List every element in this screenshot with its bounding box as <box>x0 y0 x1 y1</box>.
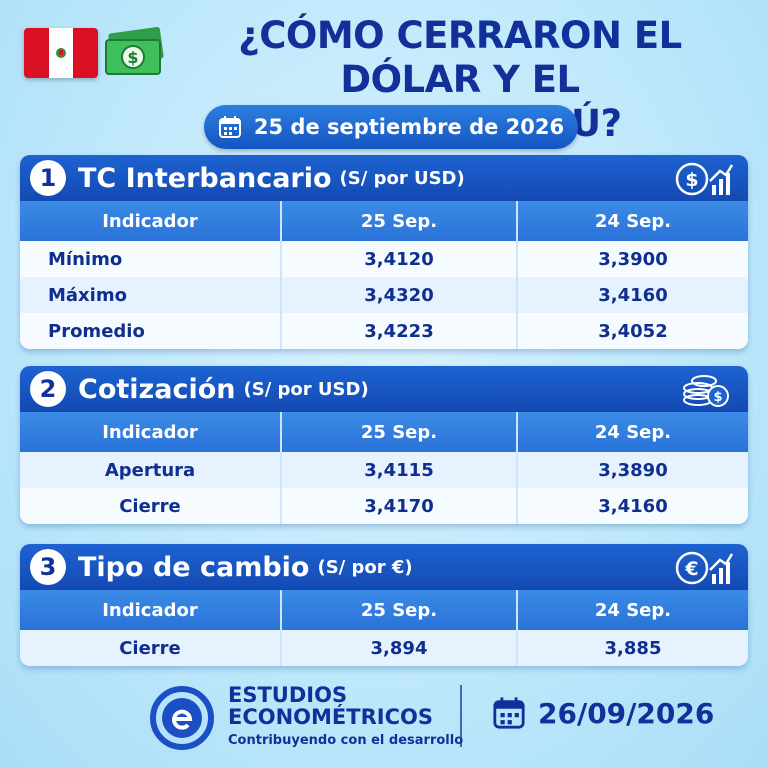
table-row: Máximo 3,4320 3,4160 <box>20 277 748 313</box>
section-unit: (S/ por €) <box>317 556 413 578</box>
row-label: Apertura <box>20 452 281 488</box>
col-header-yesterday: 24 Sep. <box>516 590 748 630</box>
interbancario-table: Indicador 25 Sep. 24 Sep. Mínimo 3,4120 … <box>20 201 748 349</box>
col-header-yesterday: 24 Sep. <box>516 412 748 452</box>
section-number: 3 <box>30 549 66 585</box>
section-number: 1 <box>30 160 66 196</box>
section-title: Tipo de cambio <box>78 551 310 583</box>
col-header-today: 25 Sep. <box>280 201 517 241</box>
row-label: Máximo <box>20 277 281 313</box>
tipo-cambio-table: Indicador 25 Sep. 24 Sep. Cierre 3,894 3… <box>20 590 748 666</box>
row-label: Promedio <box>20 313 281 349</box>
svg-text:$: $ <box>685 169 698 191</box>
row-value-today: 3,894 <box>280 630 517 666</box>
row-value-today: 3,4170 <box>280 488 517 524</box>
table-row: Apertura 3,4115 3,3890 <box>20 452 748 488</box>
row-label: Cierre <box>20 630 281 666</box>
col-header-today: 25 Sep. <box>280 412 517 452</box>
section-title: TC Interbancario <box>78 162 332 194</box>
row-value-yesterday: 3,4052 <box>516 313 748 349</box>
section-header: 1 TC Interbancario (S/ por USD) $ <box>20 155 748 201</box>
svg-text:$: $ <box>127 48 138 67</box>
title-line-1: ¿CÓMO CERRARON EL DÓLAR Y EL <box>238 14 682 101</box>
svg-text:$: $ <box>713 390 722 405</box>
row-value-today: 3,4320 <box>280 277 517 313</box>
row-value-today: 3,4223 <box>280 313 517 349</box>
section-title: Cotización <box>78 373 236 405</box>
col-header-indicator: Indicador <box>20 412 281 452</box>
cotizacion-table: Indicador 25 Sep. 24 Sep. Apertura 3,411… <box>20 412 748 524</box>
row-value-yesterday: 3,4160 <box>516 277 748 313</box>
row-value-yesterday: 3,3890 <box>516 452 748 488</box>
table-row: Promedio 3,4223 3,4052 <box>20 313 748 349</box>
euro-chart-icon: € <box>675 551 734 585</box>
col-header-indicator: Indicador <box>20 201 281 241</box>
coins-icon: $ <box>683 375 729 407</box>
peru-flag-icon <box>24 28 98 78</box>
row-label: Mínimo <box>20 241 281 277</box>
money-icon: $ <box>105 26 164 75</box>
calendar-icon <box>218 116 241 138</box>
estudios-econometricos-logo <box>150 686 214 750</box>
section-tipo-cambio: 3 Tipo de cambio (S/ por €) € Indicador … <box>20 544 748 666</box>
table-row: Cierre 3,4170 3,4160 <box>20 488 748 524</box>
dollar-chart-icon: $ <box>675 162 734 196</box>
section-unit: (S/ por USD) <box>243 378 369 400</box>
table-row: Cierre 3,894 3,885 <box>20 630 748 666</box>
row-value-today: 3,4120 <box>280 241 517 277</box>
brand-tagline: Contribuyendo con el desarrollo <box>228 733 464 748</box>
col-header-today: 25 Sep. <box>280 590 517 630</box>
row-value-yesterday: 3,3900 <box>516 241 748 277</box>
section-header: 3 Tipo de cambio (S/ por €) € <box>20 544 748 590</box>
footer-divider <box>460 685 462 747</box>
svg-text:€: € <box>684 558 698 580</box>
header-date: 25 de septiembre de 2026 <box>253 115 565 139</box>
footer-date: 26/09/2026 <box>538 696 715 730</box>
date-badge: 25 de septiembre de 2026 <box>204 105 578 149</box>
section-cotizacion: 2 Cotización (S/ por USD) $ Indicador 25… <box>20 366 748 524</box>
row-value-yesterday: 3,4160 <box>516 488 748 524</box>
section-header: 2 Cotización (S/ por USD) $ <box>20 366 748 412</box>
row-label: Cierre <box>20 488 281 524</box>
col-header-indicator: Indicador <box>20 590 281 630</box>
col-header-yesterday: 24 Sep. <box>516 201 748 241</box>
row-value-yesterday: 3,885 <box>516 630 748 666</box>
section-unit: (S/ por USD) <box>339 167 465 189</box>
table-row: Mínimo 3,4120 3,3900 <box>20 241 748 277</box>
section-number: 2 <box>30 371 66 407</box>
calendar-icon <box>493 697 525 729</box>
footer-date-block: 26/09/2026 <box>492 696 714 730</box>
brand-name-line1: ESTUDIOS <box>228 683 348 707</box>
brand-name-line2: ECONOMÉTRICOS <box>228 705 433 729</box>
row-value-today: 3,4115 <box>280 452 517 488</box>
section-interbancario: 1 TC Interbancario (S/ por USD) $ Indica… <box>20 155 748 349</box>
